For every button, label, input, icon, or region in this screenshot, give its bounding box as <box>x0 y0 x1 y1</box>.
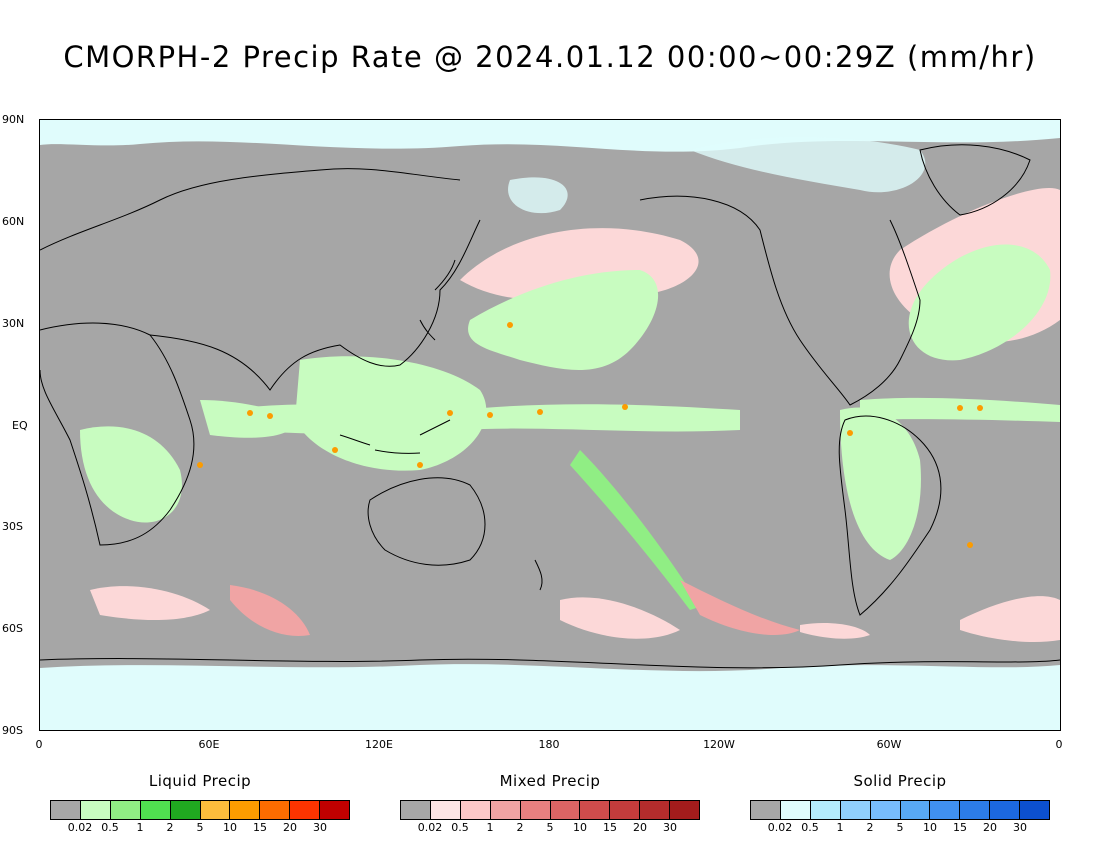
legend-swatch <box>610 801 641 819</box>
lat-label-90s: 90S <box>2 724 23 737</box>
legend-swatch <box>580 801 611 819</box>
legend-solid-precip: Solid Precip 0.02 0.5 1 2 5 10 15 20 30 <box>750 772 1050 835</box>
north-atlantic-liquid-precip <box>908 244 1051 361</box>
southern-ocean-mixed-precip <box>680 580 800 635</box>
lon-label-180: 180 <box>538 738 560 751</box>
legend-tick-label: 0.5 <box>101 821 119 834</box>
legend-tick-label: 30 <box>1013 821 1027 834</box>
legend-swatch <box>80 801 111 819</box>
legend-swatch <box>140 801 171 819</box>
legend-swatch <box>550 801 581 819</box>
antarctic-solid-precip <box>40 664 1060 730</box>
legend-swatch <box>520 801 551 819</box>
legend-tick-label: 20 <box>283 821 297 834</box>
legend-solid-title: Solid Precip <box>853 772 947 790</box>
legend-tick-label: 5 <box>546 821 554 834</box>
legend-tick-label: 30 <box>663 821 677 834</box>
legend-liquid-colorbar <box>50 800 350 820</box>
legend-swatch <box>430 801 461 819</box>
legend-swatch <box>320 801 350 819</box>
legend-tick-label: 2 <box>516 821 524 834</box>
legend-tick-label: 2 <box>166 821 174 834</box>
lat-label-60s: 60S <box>2 622 23 635</box>
legend-swatch <box>200 801 231 819</box>
legend-tick-label: 1 <box>486 821 494 834</box>
legend-tick-label: 5 <box>196 821 204 834</box>
legend-swatch <box>51 801 81 819</box>
legend-tick-label: 0.5 <box>451 821 469 834</box>
lat-label-30s: 30S <box>2 520 23 533</box>
convective-cores <box>197 322 983 548</box>
legend-tick-label: 15 <box>603 821 617 834</box>
precip-map-svg <box>40 120 1060 730</box>
legend-swatch <box>460 801 491 819</box>
legend-mixed-title: Mixed Precip <box>499 772 601 790</box>
legend-tick-label: 15 <box>953 821 967 834</box>
lon-label-60e: 60E <box>198 738 220 751</box>
lon-label-120e: 120E <box>365 738 393 751</box>
precip-map <box>39 119 1061 731</box>
legend-swatch <box>900 801 931 819</box>
legend-swatch <box>840 801 871 819</box>
legend-swatch <box>110 801 141 819</box>
legend-tick-label: 1 <box>136 821 144 834</box>
map-title: CMORPH-2 Precip Rate @ 2024.01.12 00:00~… <box>63 40 1037 74</box>
legend-solid-colorbar <box>750 800 1050 820</box>
legend-swatch <box>401 801 431 819</box>
legend-tick-label: 20 <box>633 821 647 834</box>
legend-liquid-title: Liquid Precip <box>148 772 252 790</box>
legend-tick-label: 5 <box>896 821 904 834</box>
legend-swatch <box>640 801 671 819</box>
legend-tick-label: 1 <box>836 821 844 834</box>
legend-mixed-ticks: 0.02 0.5 1 2 5 10 15 20 30 <box>400 821 700 835</box>
lon-label-120w: 120W <box>703 738 735 751</box>
legend-swatch <box>780 801 811 819</box>
legend-swatch <box>870 801 901 819</box>
legend-swatch <box>490 801 521 819</box>
south-america-liquid-precip <box>840 407 921 560</box>
legend-swatch <box>990 801 1021 819</box>
legend-tick-label: 20 <box>983 821 997 834</box>
legend-swatch <box>260 801 291 819</box>
coastlines <box>40 144 1060 669</box>
legend-swatch <box>230 801 261 819</box>
lon-label-0-east: 0 <box>1055 738 1063 751</box>
legend-tick-label: 0.02 <box>767 821 793 834</box>
legend-swatch <box>290 801 321 819</box>
legend-tick-label: 10 <box>923 821 937 834</box>
legend-swatch <box>670 801 700 819</box>
legend-tick-label: 15 <box>253 821 267 834</box>
legend-swatch <box>930 801 961 819</box>
legend-swatch <box>960 801 991 819</box>
lat-label-eq: EQ <box>12 419 28 432</box>
legend-solid-ticks: 0.02 0.5 1 2 5 10 15 20 30 <box>750 821 1050 835</box>
legend-mixed-precip: Mixed Precip 0.02 0.5 1 2 5 10 15 20 30 <box>400 772 700 835</box>
lat-label-30n: 30N <box>2 317 25 330</box>
legend-swatch <box>751 801 781 819</box>
legend-liquid-ticks: 0.02 0.5 1 2 5 10 15 20 30 <box>50 821 350 835</box>
legend-tick-label: 2 <box>866 821 874 834</box>
legend-tick-label: 0.5 <box>801 821 819 834</box>
legend-swatch <box>170 801 201 819</box>
legend-tick-label: 0.02 <box>417 821 443 834</box>
lat-label-60n: 60N <box>2 215 25 228</box>
legend-tick-label: 10 <box>573 821 587 834</box>
legend-mixed-colorbar <box>400 800 700 820</box>
lon-label-0: 0 <box>35 738 43 751</box>
legend-tick-label: 30 <box>313 821 327 834</box>
legend-liquid-precip: Liquid Precip 0.02 0.5 1 2 5 10 15 20 30 <box>50 772 350 835</box>
lon-label-60w: 60W <box>876 738 902 751</box>
lat-label-90n: 90N <box>2 113 25 126</box>
legend-tick-label: 10 <box>223 821 237 834</box>
legend-tick-label: 0.02 <box>67 821 93 834</box>
spcz-liquid-precip <box>570 450 705 610</box>
legend-swatch <box>810 801 841 819</box>
legend-swatch <box>1020 801 1050 819</box>
arctic-solid-precip <box>40 120 1060 152</box>
